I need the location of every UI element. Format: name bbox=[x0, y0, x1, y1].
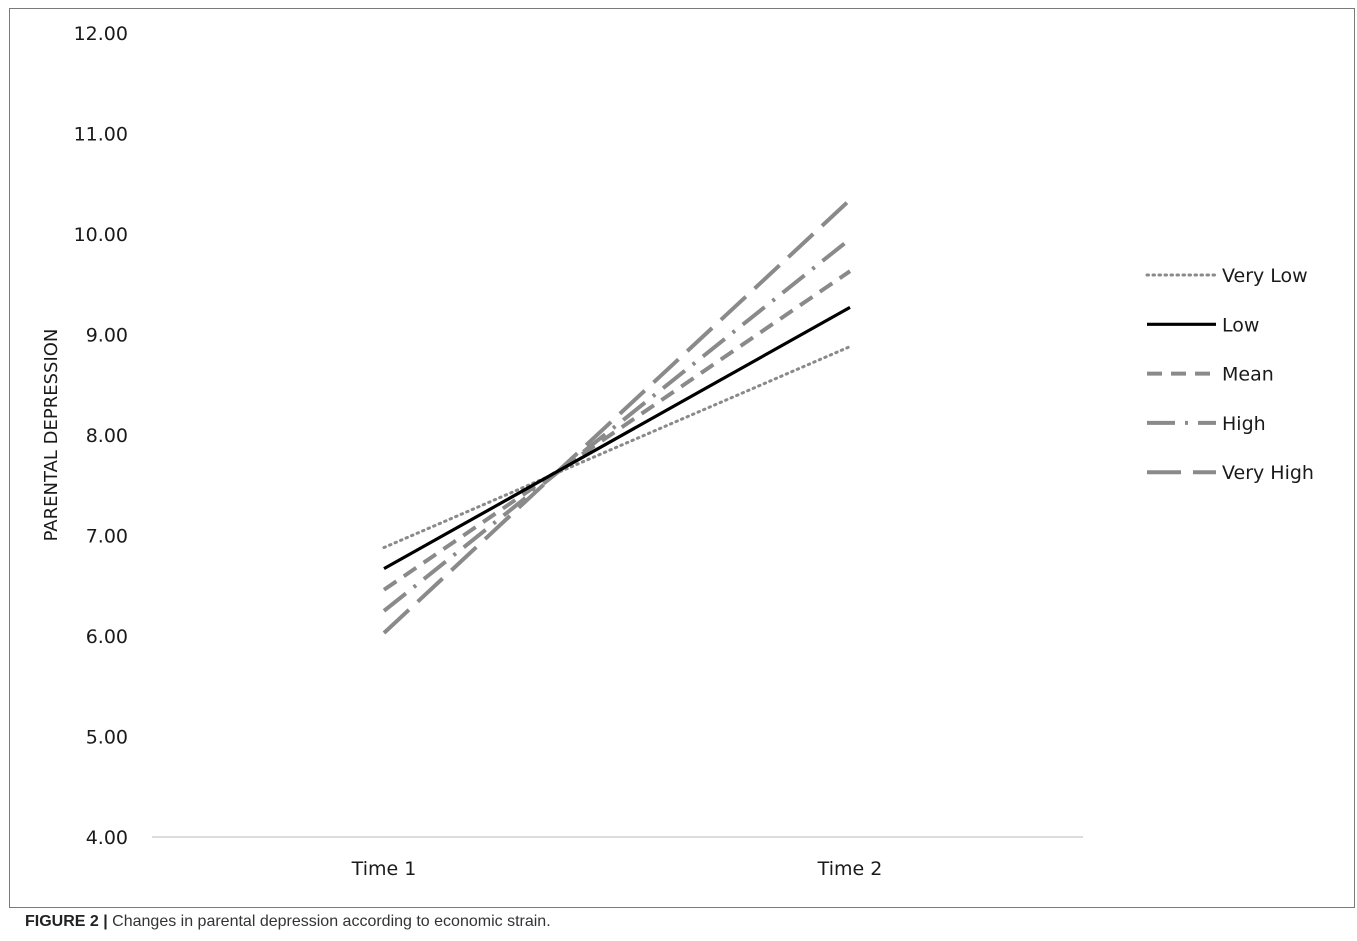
line-chart: 4.005.006.007.008.009.0010.0011.0012.00 … bbox=[41, 23, 1314, 880]
x-tick-label: Time 1 bbox=[351, 858, 417, 880]
x-tick-label: Time 2 bbox=[817, 858, 883, 880]
x-axis-ticks: Time 1 Time 2 bbox=[351, 858, 883, 880]
legend: Very Low Low Mean High Very High bbox=[1145, 265, 1314, 484]
chart-frame bbox=[9, 8, 1355, 908]
y-axis-ticks: 4.00 5.00 6.00 7.00 8.00 9.00 10.00 11.00 12.00 bbox=[74, 23, 128, 849]
legend-label: High bbox=[1222, 413, 1266, 435]
y-tick-label: 7.00 bbox=[86, 526, 128, 548]
y-axis-title: PARENTAL DEPRESSION bbox=[41, 329, 62, 542]
caption-text: Changes in parental depression according… bbox=[107, 913, 551, 930]
figure-caption: FIGURE 2 | Changes in parental depressio… bbox=[25, 913, 551, 931]
legend-label: Mean bbox=[1222, 364, 1274, 386]
series-line-high bbox=[382, 237, 852, 613]
series-line-mean bbox=[382, 269, 852, 592]
y-tick-label: 8.00 bbox=[86, 425, 128, 447]
y-tick-label: 6.00 bbox=[86, 626, 128, 648]
y-tick-label: 10.00 bbox=[74, 224, 128, 246]
y-tick-label: 9.00 bbox=[86, 325, 128, 347]
y-tick-label: 5.00 bbox=[86, 727, 128, 749]
legend-label: Low bbox=[1222, 314, 1259, 336]
series-line-very-high bbox=[382, 198, 852, 635]
caption-label: FIGURE 2 | bbox=[25, 913, 108, 930]
series-lines bbox=[382, 198, 852, 635]
y-tick-label: 11.00 bbox=[74, 124, 128, 146]
series-line-very-low bbox=[382, 345, 852, 550]
series-line-low bbox=[383, 305, 851, 571]
legend-label: Very High bbox=[1222, 462, 1314, 484]
legend-label: Very Low bbox=[1222, 265, 1308, 287]
y-tick-label: 12.00 bbox=[74, 23, 128, 45]
y-tick-label: 4.00 bbox=[86, 827, 128, 849]
